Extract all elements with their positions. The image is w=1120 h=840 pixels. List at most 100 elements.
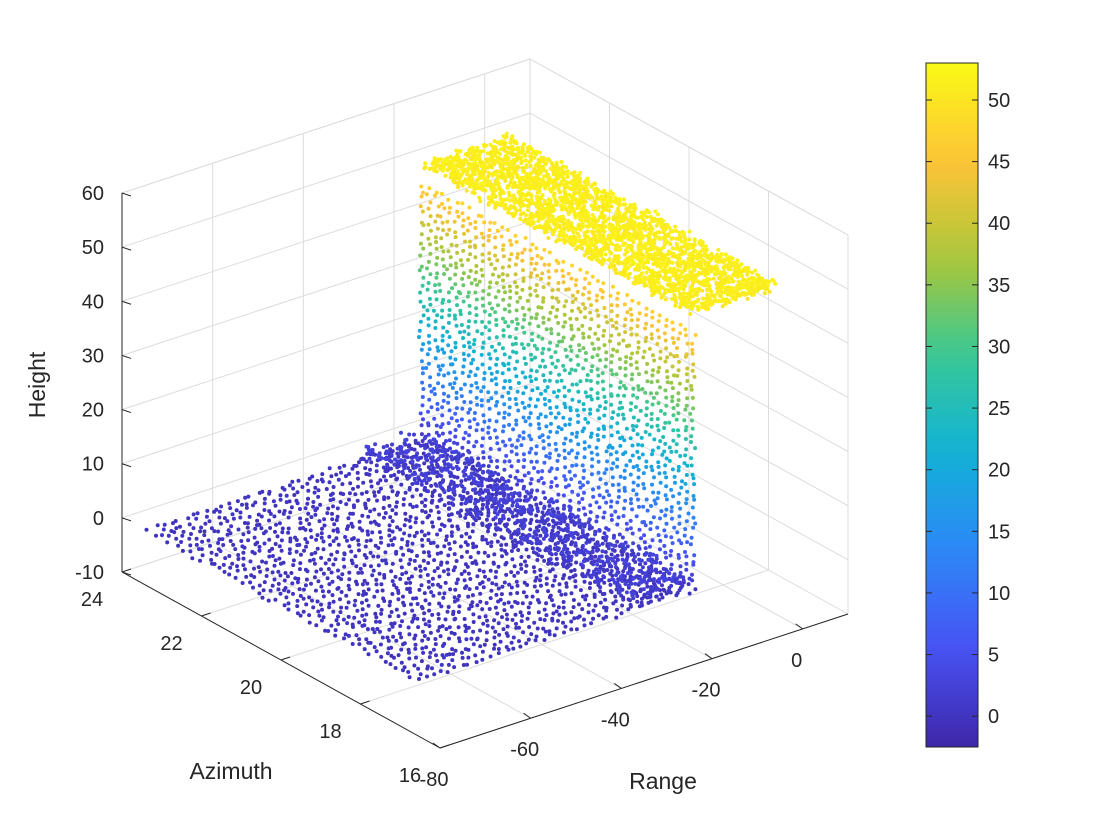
scatter-point [611,192,615,196]
scatter-point [613,509,618,514]
scatter-point [412,447,417,452]
scatter-point [289,505,294,510]
scatter-point [604,350,609,355]
scatter-point [426,421,431,426]
scatter-point [373,442,378,447]
scatter-point [449,473,454,478]
scatter-point [186,516,191,521]
scatter-point [438,425,443,429]
scatter-point [552,546,557,551]
scatter-point [316,609,321,614]
scatter-point [512,194,517,199]
scatter-point [348,511,353,516]
scatter-point [471,357,475,362]
scatter-point [246,494,251,499]
scatter-point [309,552,314,557]
scatter-point [593,542,598,547]
scatter-point [590,182,595,187]
scatter-point [600,240,605,245]
scatter-point [539,196,544,201]
scatter-point [554,447,559,452]
scatter-point [640,223,645,228]
scatter-point [518,508,523,513]
scatter-point [473,157,478,162]
scatter-point [393,574,398,579]
scatter-point [262,496,267,501]
scatter-point [528,422,533,427]
scatter-point [576,413,581,418]
scatter-point [548,310,553,315]
scatter-point [379,611,384,616]
scatter-point [473,501,478,506]
scatter-point [317,613,322,618]
scatter-point [588,394,593,399]
scatter-point [335,506,340,511]
scatter-point [434,483,439,488]
scatter-point [638,239,643,244]
scatter-point [395,451,400,456]
scatter-point [609,552,614,557]
scatter-point [615,464,620,469]
scatter-point [483,537,488,542]
scatter-point [629,332,634,337]
scatter-point [228,531,233,536]
scatter-point [615,215,620,220]
scatter-point [469,383,474,388]
scatter-point [656,212,660,217]
scatter-point [325,511,330,516]
scatter-point [453,565,457,570]
scatter-point [544,169,549,174]
scatter-point [487,320,492,325]
scatter-point [278,591,283,596]
scatter-point [441,297,446,302]
scatter-point [376,489,381,494]
scatter-point [478,170,483,175]
scatter-point [466,325,471,329]
scatter-point [443,173,448,178]
scatter-point [523,361,528,366]
scatter-point [553,164,558,168]
scatter-point [509,535,514,540]
scatter-point [448,430,453,435]
scatter-point [442,591,447,596]
scatter-point [454,148,459,153]
scatter-point [535,172,540,177]
scatter-point [496,274,501,279]
scatter-point [582,204,587,209]
scatter-point [587,290,592,295]
scatter-point [653,209,658,214]
scatter-point [225,532,230,537]
scatter-point [304,602,309,607]
scatter-point [514,498,519,503]
scatter-point [403,511,408,516]
scatter-point [452,381,457,386]
scatter-point [322,517,327,522]
scatter-point [571,187,576,192]
scatter-point [398,527,403,532]
scatter-point [366,587,371,592]
scatter-point [523,375,528,380]
scatter-point [555,394,560,399]
scatter-point [555,483,559,488]
scatter-point [465,294,470,299]
scatter-point [350,524,355,529]
scatter-point [294,549,299,554]
scatter-point [447,308,452,312]
scatter-point [276,587,281,592]
scatter-point [599,211,604,215]
scatter-point [377,530,382,535]
scatter-point [458,258,463,263]
scatter-point [228,506,233,511]
scatter-point [426,489,430,494]
scatter-point [587,281,592,286]
scatter-point [342,463,347,468]
scatter-point [590,364,595,369]
scatter-point [493,245,498,250]
scatter-point [514,422,519,427]
scatter-point [426,409,430,414]
scatter-point [426,550,431,555]
scatter-point [246,538,251,543]
scatter-point [389,621,394,626]
scatter-point [559,538,563,543]
scatter-point [582,253,587,258]
